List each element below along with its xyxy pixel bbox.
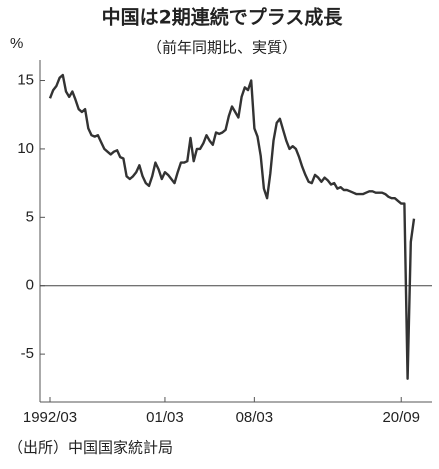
- x-tick-label: 20/09: [382, 409, 420, 426]
- x-tick-label: 01/03: [146, 409, 184, 426]
- source-note: （出所）中国国家統計局: [8, 439, 173, 457]
- y-tick-label: 5: [26, 208, 34, 225]
- y-tick-label: 0: [26, 277, 34, 294]
- y-tick-label: -5: [21, 345, 34, 362]
- y-tick-label: 15: [17, 71, 34, 88]
- x-tick-label: 1992/03: [23, 409, 77, 426]
- x-tick-label: 08/03: [236, 409, 274, 426]
- chart-title: 中国は2期連続でプラス成長: [102, 6, 344, 29]
- chart-subtitle: （前年同期比、実質）: [147, 39, 297, 57]
- data-line: [48, 73, 416, 380]
- y-unit: %: [10, 35, 23, 52]
- y-tick-label: 10: [17, 140, 34, 157]
